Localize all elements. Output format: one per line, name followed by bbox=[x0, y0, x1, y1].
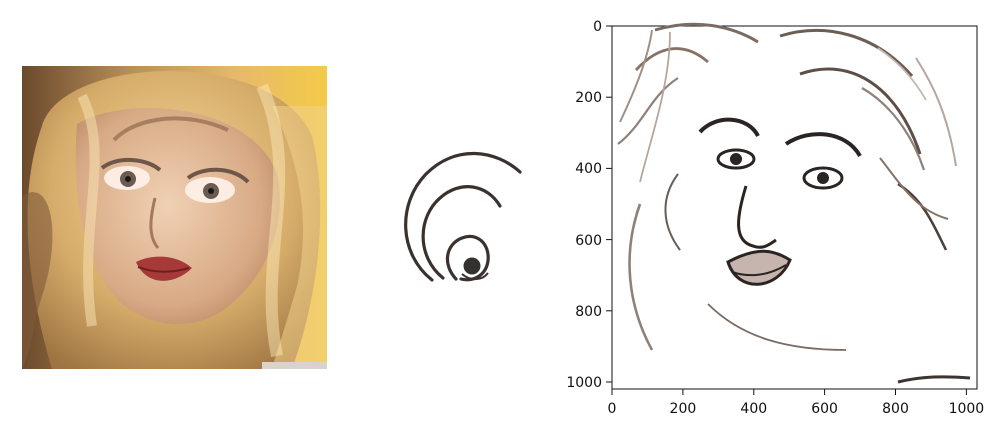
original-portrait-photo bbox=[22, 66, 327, 369]
x-axis-ticks: 0 200 400 600 800 1000 bbox=[608, 389, 985, 417]
y-axis-ticks: 0 200 400 600 800 1000 bbox=[566, 19, 612, 391]
x-tick-label-200: 200 bbox=[670, 401, 697, 417]
y-tick-label-800: 800 bbox=[575, 304, 602, 320]
x-tick-label-800: 800 bbox=[882, 401, 909, 417]
y-tick-label-1000: 1000 bbox=[566, 375, 602, 391]
y-tick-label-600: 600 bbox=[575, 233, 602, 249]
y-tick-label-0: 0 bbox=[593, 19, 602, 35]
sketch-output-plot: 0 200 400 600 800 1000 0 200 400 600 800… bbox=[560, 14, 990, 426]
x-tick-label-0: 0 bbox=[608, 401, 617, 417]
y-tick-label-200: 200 bbox=[575, 90, 602, 106]
portrait-photo-image bbox=[22, 66, 327, 369]
x-tick-label-600: 600 bbox=[811, 401, 838, 417]
y-tick-label-400: 400 bbox=[575, 161, 602, 177]
sketch-image-content bbox=[617, 22, 971, 384]
sketch-axes: 0 200 400 600 800 1000 0 200 400 600 800… bbox=[566, 19, 985, 417]
swirl-style-logo bbox=[398, 150, 528, 285]
x-tick-label-1000: 1000 bbox=[949, 401, 985, 417]
swirl-icon bbox=[404, 151, 522, 282]
x-tick-label-400: 400 bbox=[740, 401, 767, 417]
